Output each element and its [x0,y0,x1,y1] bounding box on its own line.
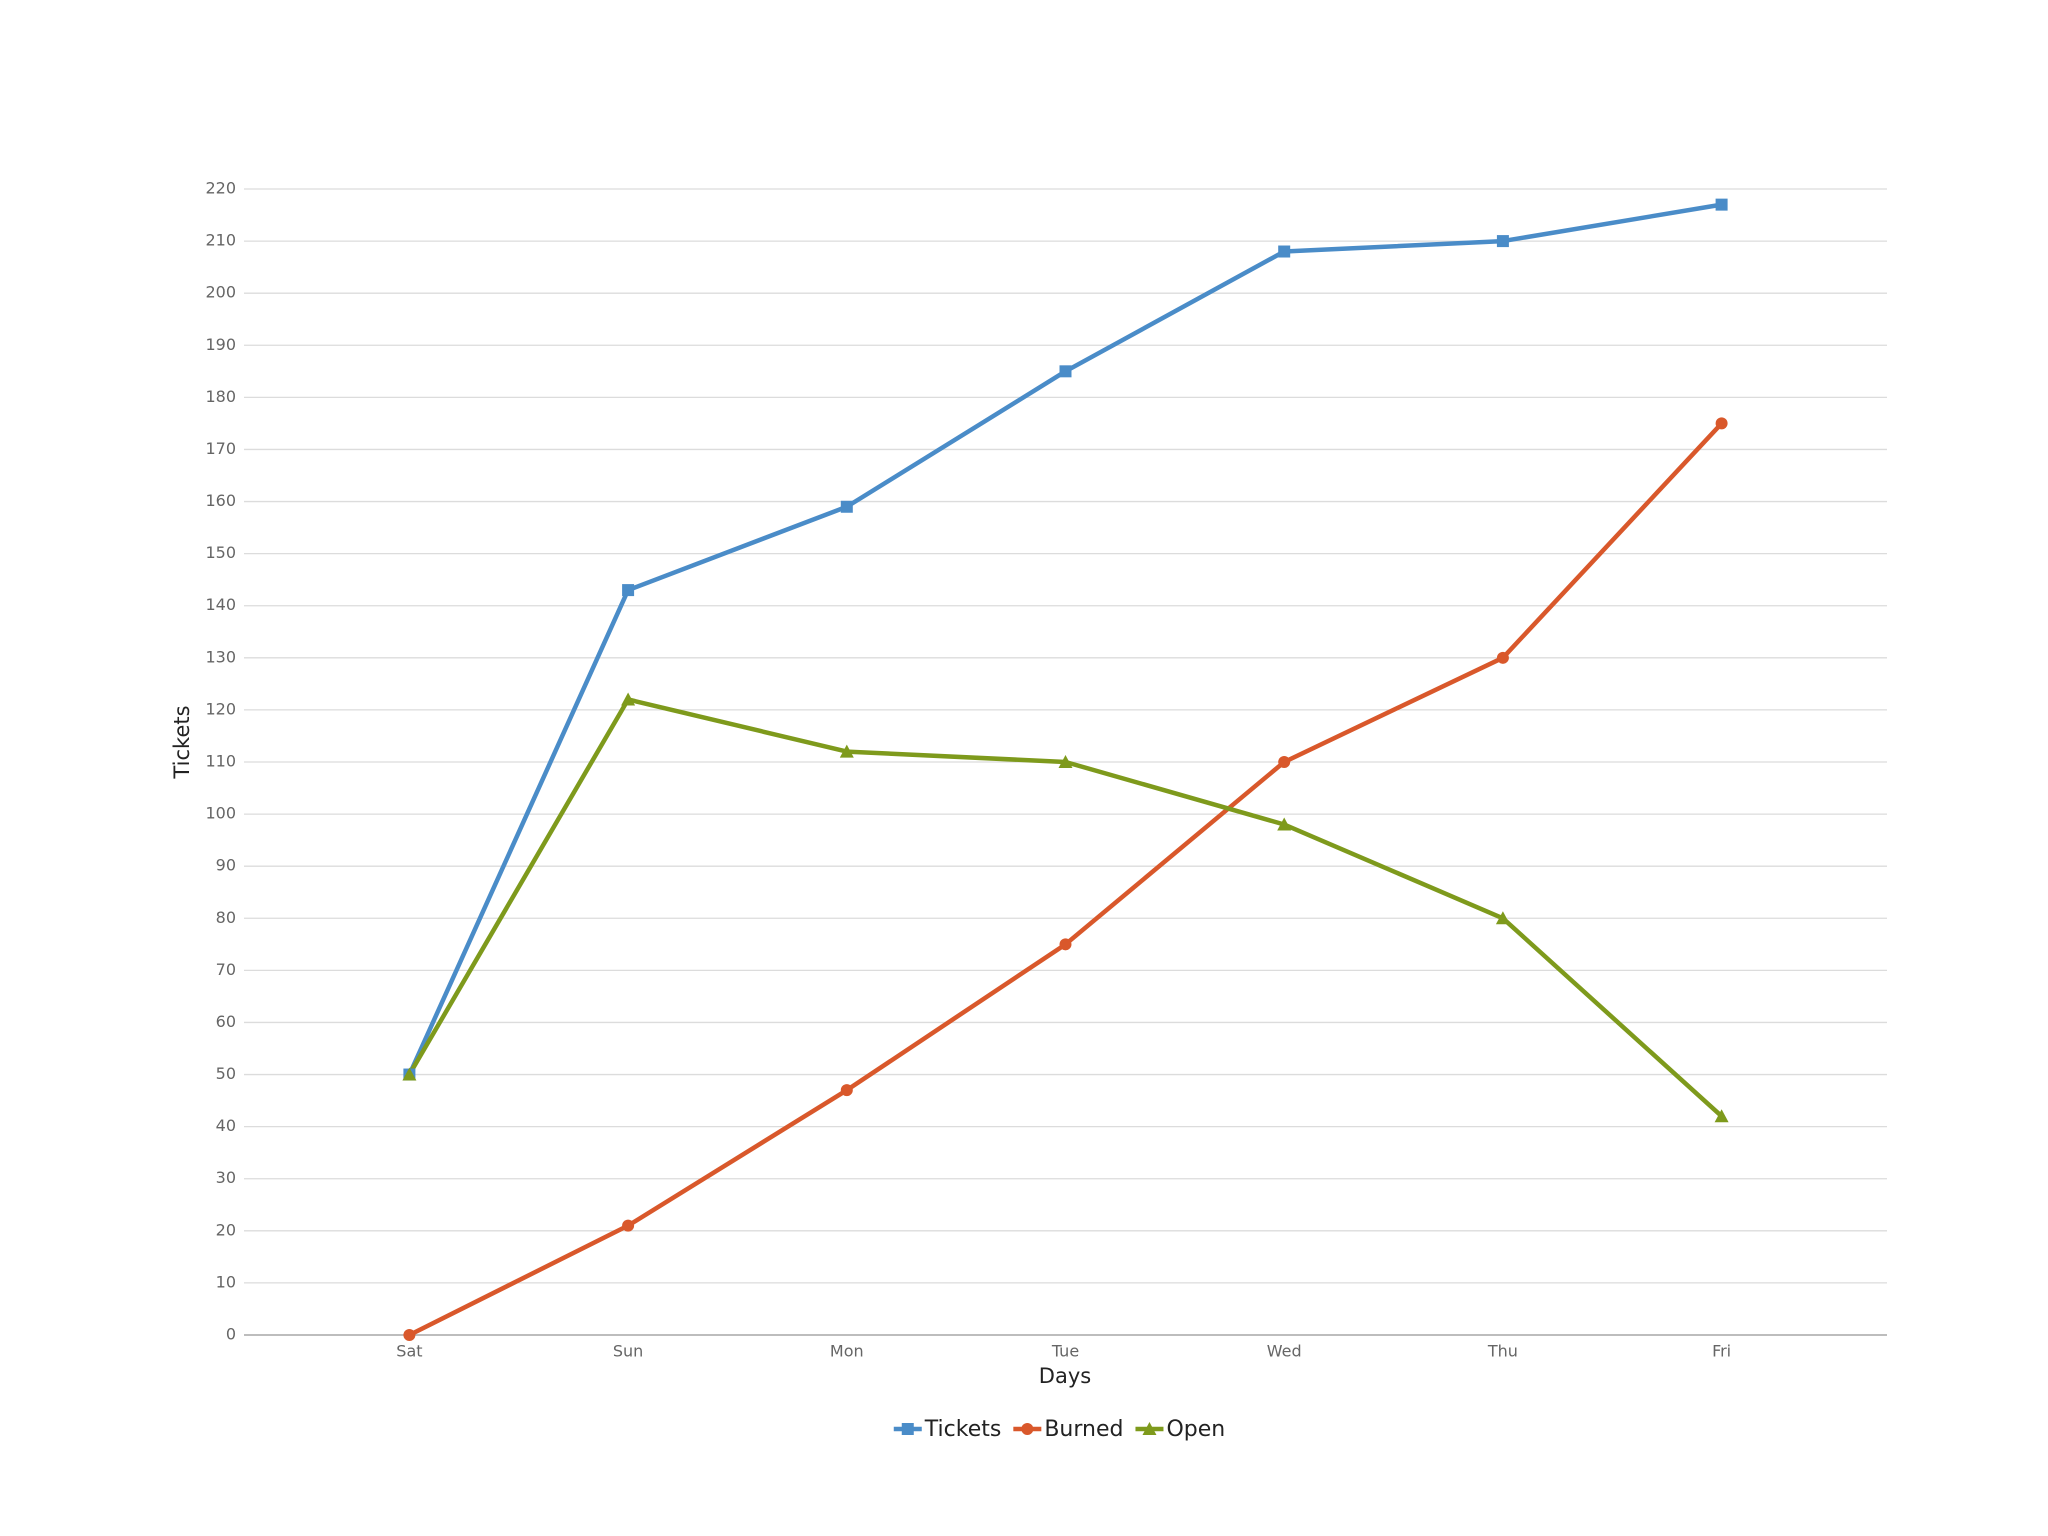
marker [1714,1109,1729,1123]
marker [1021,1423,1034,1435]
marker [622,1219,635,1232]
x-axis-title: Days [1039,1364,1091,1388]
y-tick-label: 130 [205,647,236,666]
y-tick-label: 60 [216,1012,236,1031]
y-axis-title: Tickets [170,705,194,779]
y-tick-label: 100 [205,804,236,823]
legend-item: Tickets [893,1417,1002,1442]
y-tick-label: 140 [205,595,236,614]
y-tick-label: 180 [205,387,236,406]
legend-item: Burned [1013,1417,1123,1442]
y-tick-label: 200 [205,283,236,302]
marker [1495,911,1510,925]
marker [402,1067,417,1081]
y-tick-label: 20 [216,1220,236,1239]
y-tick-label: 160 [205,491,236,510]
marker [1715,198,1728,211]
marker [1142,1422,1157,1435]
legend-label: Tickets [924,1417,1002,1442]
legend-item: Open [1135,1417,1225,1442]
x-tick-label: Sun [613,1342,643,1361]
y-tick-label: 70 [216,960,236,979]
x-tick-label: Sat [396,1342,422,1361]
y-tick-label: 40 [216,1116,236,1135]
marker [1715,417,1728,430]
legend: Tickets Burned Open [893,1417,1225,1442]
marker [1278,756,1291,768]
series-line [408,421,1724,1338]
y-tick-label: 150 [205,543,236,562]
marker [403,1329,416,1341]
marker [1058,755,1073,768]
y-tick-label: 80 [216,908,236,927]
marker [840,1084,853,1097]
y-tick-label: 50 [216,1064,236,1083]
y-tick-label: 0 [226,1325,236,1344]
x-tick-label: Thu [1487,1342,1518,1361]
marker [1277,817,1292,831]
marker [621,692,636,706]
marker [840,500,853,513]
marker [622,584,635,597]
y-tick-label: 170 [205,439,236,458]
marker [839,744,854,758]
marker [901,1423,914,1435]
x-tick-label: Wed [1267,1342,1302,1361]
marker [1278,245,1291,258]
x-tick-label: Tue [1051,1342,1079,1361]
y-tick-label: 220 [205,179,236,198]
y-tick-label: 10 [216,1272,236,1291]
legend-label: Burned [1044,1417,1123,1442]
marker [1496,651,1509,664]
y-tick-label: 30 [216,1168,236,1187]
x-tick-label: Fri [1712,1342,1731,1361]
y-tick-label: 190 [205,335,236,354]
y-tick-label: 90 [216,856,236,875]
y-tick-label: 110 [205,752,236,771]
marker [1059,938,1072,951]
x-tick-label: Mon [830,1342,864,1361]
marker [1496,235,1509,248]
legend-label: Open [1166,1417,1225,1442]
y-tick-label: 210 [205,231,236,250]
y-tick-label: 120 [205,699,236,718]
marker [1059,365,1072,378]
